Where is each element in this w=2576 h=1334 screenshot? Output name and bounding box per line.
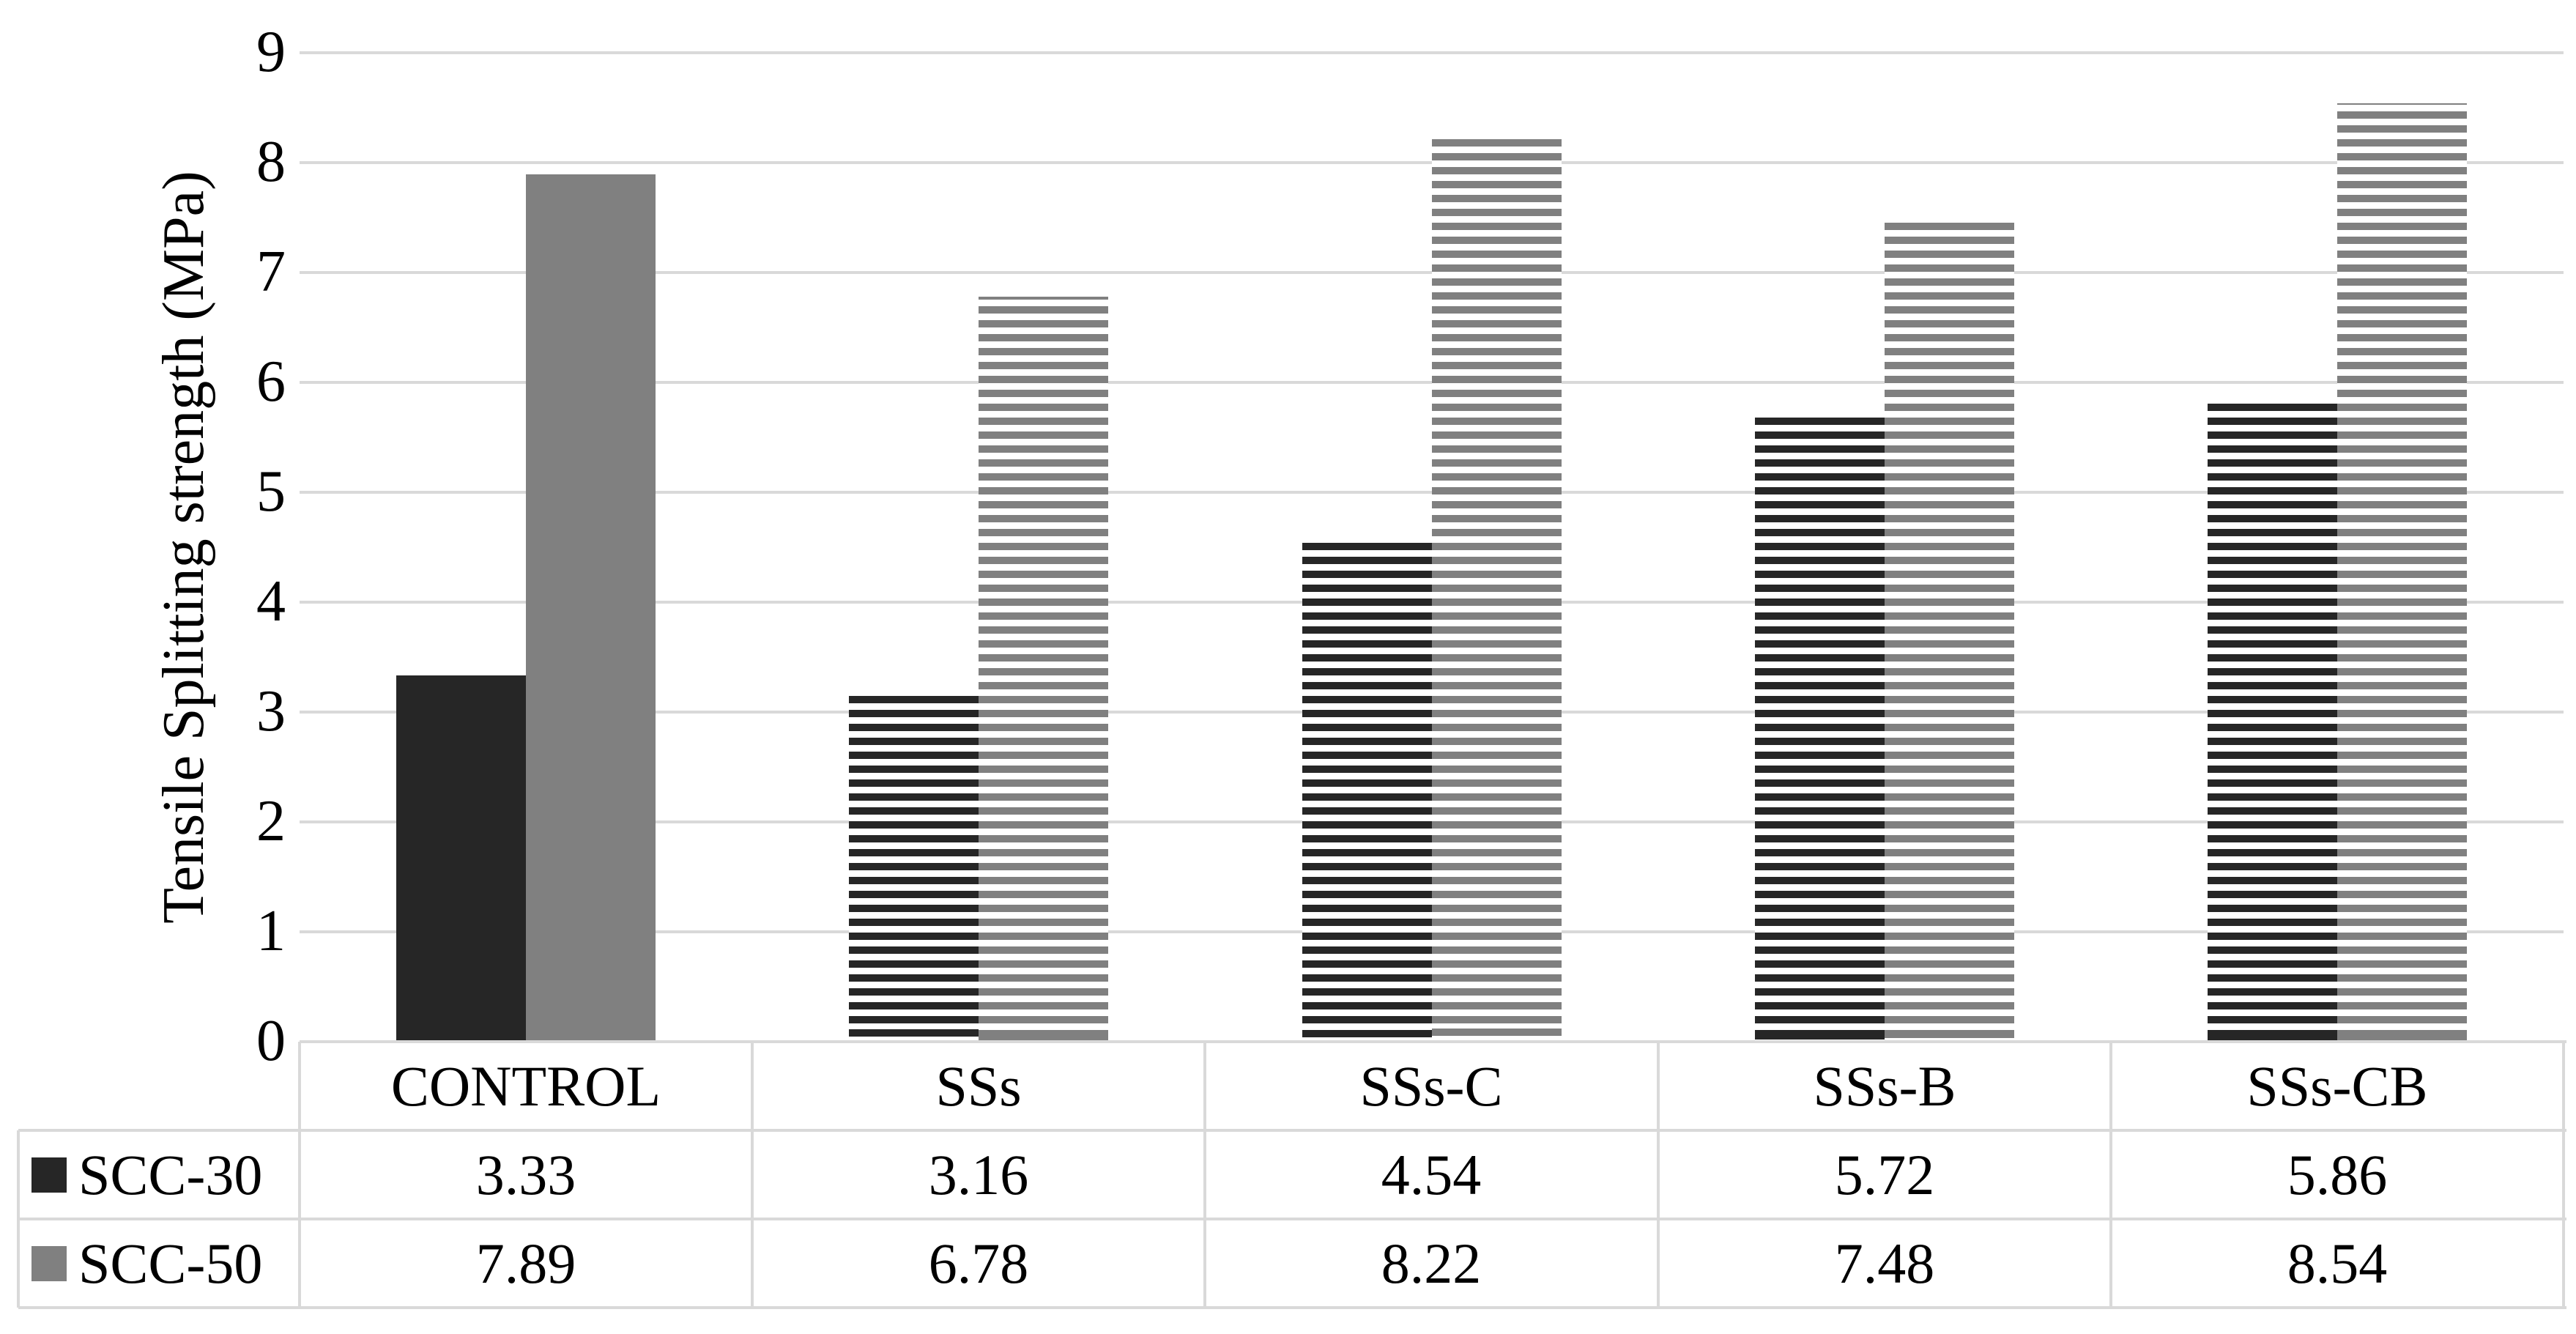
table-value-scc-30-sss: 3.16 (928, 1142, 1029, 1207)
y-tick-label-8: 8 (256, 130, 286, 194)
y-tick-label-3: 3 (256, 679, 286, 744)
y-tick-label-2: 2 (256, 789, 286, 853)
table-header-sss-b: SSs-B (1813, 1053, 1956, 1118)
table-header-control: CONTROL (390, 1053, 661, 1118)
bar-scc-30-control (396, 675, 526, 1042)
table-value-scc-50-sss: 6.78 (928, 1231, 1029, 1295)
bar-scc-50-sss (979, 297, 1108, 1042)
table-hline-2 (18, 1218, 2566, 1220)
gridline-5 (300, 491, 2564, 494)
bar-scc-30-sss-b (1755, 413, 1885, 1042)
y-axis-title-box: Tensile Splitting strength (MPa) (136, 53, 231, 1042)
y-tick-label-6: 6 (256, 349, 286, 414)
bar-scc-30-sss-cb (2208, 398, 2337, 1042)
table-value-scc-30-sss-cb: 5.86 (2287, 1142, 2388, 1207)
table-vline-4 (2109, 1042, 2112, 1308)
gridline-9 (300, 51, 2564, 54)
bar-scc-50-sss-b (1885, 220, 2014, 1042)
table-value-scc-30-sss-c: 4.54 (1381, 1142, 1482, 1207)
table-vline-legend (17, 1130, 20, 1308)
y-tick-label-1: 1 (256, 899, 286, 963)
legend-swatch-scc-30-icon (31, 1157, 67, 1193)
table-vline-0 (298, 1042, 301, 1308)
legend-swatch-scc-50-icon (31, 1245, 67, 1281)
table-header-sss: SSs (935, 1053, 1022, 1118)
table-hline-3 (18, 1306, 2566, 1309)
gridline-8 (300, 161, 2564, 164)
table-value-scc-50-control: 7.89 (475, 1231, 576, 1295)
table-hline-0 (300, 1040, 2566, 1043)
legend-cell-scc-30: SCC-30 (18, 1130, 300, 1219)
table-value-scc-50-sss-b: 7.48 (1834, 1231, 1935, 1295)
y-tick-label-9: 9 (256, 20, 286, 84)
table-vline-5 (2562, 1042, 2565, 1308)
table-header-sss-c: SSs-C (1359, 1053, 1503, 1118)
table-value-scc-30-control: 3.33 (475, 1142, 576, 1207)
table-vline-2 (1203, 1042, 1206, 1308)
legend-cell-scc-50: SCC-50 (18, 1219, 300, 1308)
table-vline-3 (1657, 1042, 1660, 1308)
table-value-scc-50-sss-cb: 8.54 (2287, 1231, 2388, 1295)
y-tick-label-4: 4 (256, 569, 286, 634)
bar-scc-30-sss (849, 694, 979, 1042)
bar-scc-50-control (526, 174, 656, 1042)
table-value-scc-50-sss-c: 8.22 (1381, 1231, 1482, 1295)
table-header-sss-cb: SSs-CB (2246, 1053, 2428, 1118)
bar-scc-50-sss-cb (2337, 103, 2467, 1042)
gridline-6 (300, 381, 2564, 384)
bar-scc-50-sss-c (1432, 138, 1562, 1042)
y-tick-label-5: 5 (256, 459, 286, 524)
table-vline-1 (751, 1042, 754, 1308)
y-tick-label-7: 7 (256, 240, 286, 304)
legend-label-scc-30: SCC-30 (78, 1142, 263, 1207)
table-hline-1 (18, 1129, 2566, 1132)
y-tick-label-0: 0 (256, 1009, 286, 1073)
legend-label-scc-50: SCC-50 (78, 1231, 263, 1295)
table-value-scc-30-sss-b: 5.72 (1834, 1142, 1935, 1207)
gridline-7 (300, 271, 2564, 274)
bar-scc-30-sss-c (1302, 543, 1432, 1042)
